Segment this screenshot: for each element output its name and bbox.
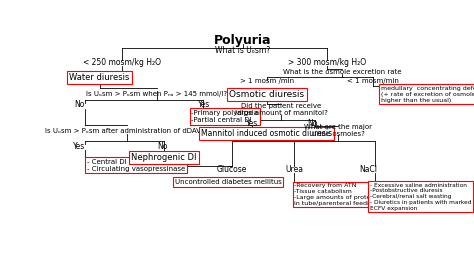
Text: < 250 mosm/kg H₂O: < 250 mosm/kg H₂O <box>82 58 161 67</box>
Text: Nephrogenic DI: Nephrogenic DI <box>131 153 197 162</box>
Text: medullary  concentrating defect
(+ rate of excretion of osmoles
higher than the : medullary concentrating defect (+ rate o… <box>381 86 474 103</box>
Text: Glucose: Glucose <box>217 165 247 174</box>
Text: Yes: Yes <box>73 143 86 151</box>
Text: Did the patient receive
large amount of mannitol?: Did the patient receive large amount of … <box>235 103 328 116</box>
Text: No: No <box>157 143 167 151</box>
Text: Uncontrolled diabetes mellitus: Uncontrolled diabetes mellitus <box>175 179 282 185</box>
Text: What is the osmole excretion rate: What is the osmole excretion rate <box>283 69 401 75</box>
Text: Polyuria: Polyuria <box>214 34 272 47</box>
Text: Mannitol induced osmotic diuresis: Mannitol induced osmotic diuresis <box>201 129 332 138</box>
Text: - Excessive saline administration
-Postobstructive diuresis
-Cerebral/renal salt: - Excessive saline administration -Posto… <box>370 183 471 211</box>
Text: - Central DI
- Circulating vasopressinase: - Central DI - Circulating vasopressinas… <box>87 159 185 172</box>
Text: No: No <box>308 119 318 128</box>
Text: What are the major
urine osmoles?: What are the major urine osmoles? <box>304 124 373 137</box>
Text: Is Uₒsm > Pₒsm after administration of dDAVP?: Is Uₒsm > Pₒsm after administration of d… <box>46 128 209 134</box>
Text: -Primary polydipsia
-Partial central DI: -Primary polydipsia -Partial central DI <box>191 110 258 123</box>
Text: NaCl: NaCl <box>359 165 377 174</box>
Text: Yes: Yes <box>246 119 258 128</box>
Text: Water diuresis: Water diuresis <box>70 73 130 82</box>
Text: Is Uₒsm > Pₒsm when Pₙₐ > 145 mmol/l?: Is Uₒsm > Pₒsm when Pₙₐ > 145 mmol/l? <box>86 91 227 97</box>
Text: No: No <box>74 100 85 109</box>
Text: Yes: Yes <box>198 100 210 109</box>
Text: > 1 mosm /min: > 1 mosm /min <box>240 78 294 84</box>
Text: > 300 mosm/kg H₂O: > 300 mosm/kg H₂O <box>288 58 366 67</box>
Text: What is Uₒsm?: What is Uₒsm? <box>215 46 271 55</box>
Text: < 1 mosm/min: < 1 mosm/min <box>347 78 399 84</box>
Text: -Recovery from ATN
-Tissue catabolism
-Large amounts of protein
in tube/parenter: -Recovery from ATN -Tissue catabolism -L… <box>294 183 377 206</box>
Text: Urea: Urea <box>285 165 303 174</box>
Text: Osmotic diuresis: Osmotic diuresis <box>229 90 304 99</box>
